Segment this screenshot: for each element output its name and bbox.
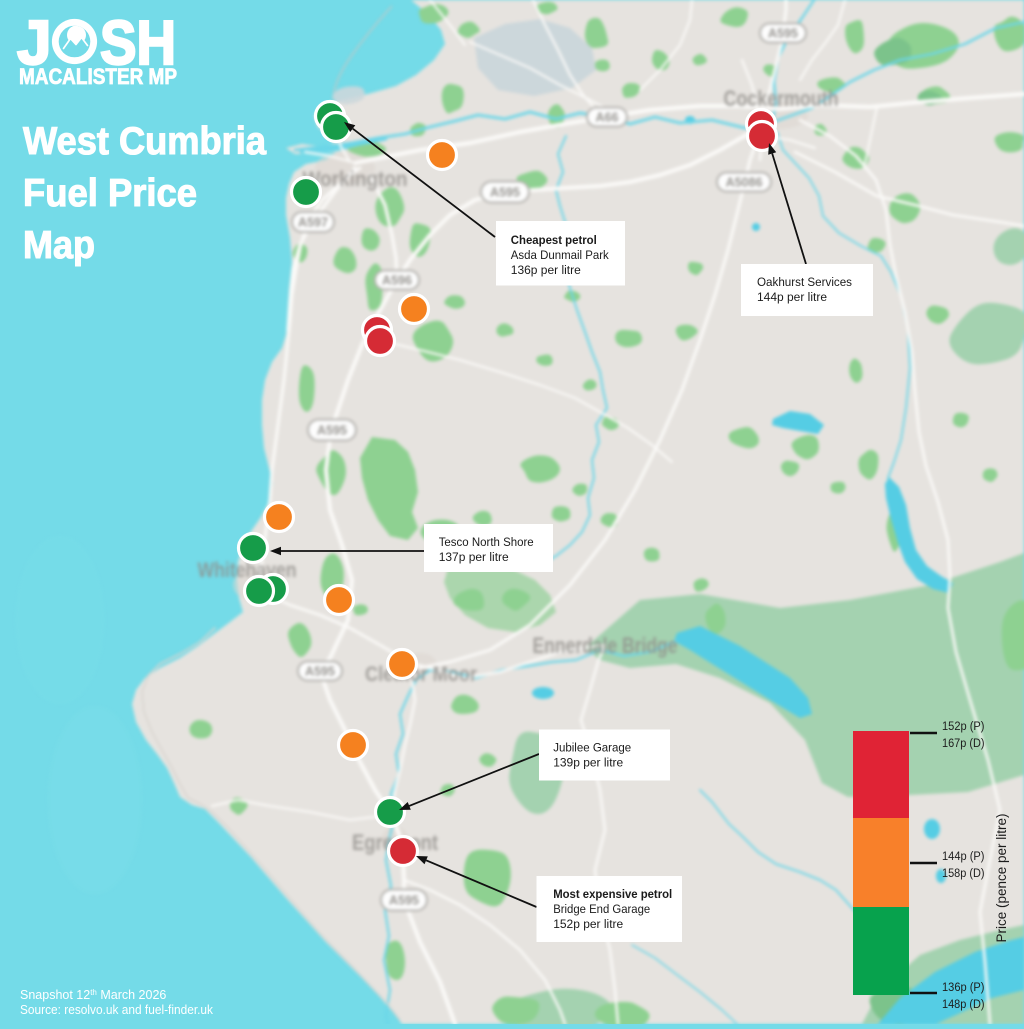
- svg-text:Most expensive petrol: Most expensive petrol: [553, 887, 672, 901]
- svg-text:158p (D): 158p (D): [942, 866, 985, 880]
- svg-text:Cockermouth: Cockermouth: [724, 86, 839, 111]
- svg-text:A595: A595: [389, 894, 419, 908]
- svg-text:152p (P): 152p (P): [942, 719, 985, 733]
- svg-text:Bridge End Garage: Bridge End Garage: [553, 902, 650, 916]
- svg-text:Price (pence per litre): Price (pence per litre): [994, 813, 1009, 942]
- svg-text:A597: A597: [298, 216, 328, 230]
- svg-text:136p per litre: 136p per litre: [511, 263, 581, 277]
- svg-text:SH: SH: [100, 9, 176, 78]
- svg-text:Cleator Moor: Cleator Moor: [365, 663, 477, 686]
- svg-text:Cheapest petrol: Cheapest petrol: [511, 233, 597, 247]
- svg-text:A5086: A5086: [726, 176, 763, 190]
- svg-text:A595: A595: [305, 665, 335, 679]
- svg-text:148p (D): 148p (D): [942, 997, 985, 1011]
- svg-text:144p (P): 144p (P): [942, 849, 985, 863]
- svg-text:136p (P): 136p (P): [942, 980, 985, 994]
- svg-text:A596: A596: [382, 274, 412, 288]
- svg-text:J: J: [17, 9, 51, 78]
- svg-text:167p (D): 167p (D): [942, 736, 985, 750]
- svg-text:Workington: Workington: [303, 168, 408, 191]
- svg-text:MACALISTER MP: MACALISTER MP: [19, 64, 177, 89]
- svg-text:A595: A595: [490, 186, 520, 200]
- svg-text:Snapshot 12th March 2026: Snapshot 12th March 2026: [20, 988, 166, 1002]
- svg-text:Source: resolvo.uk and fuel-fi: Source: resolvo.uk and fuel-finder.uk: [20, 1003, 214, 1017]
- svg-text:A595: A595: [768, 27, 798, 41]
- svg-text:A66: A66: [596, 111, 619, 125]
- svg-text:West Cumbria: West Cumbria: [23, 120, 267, 163]
- svg-text:Fuel Price: Fuel Price: [23, 172, 197, 215]
- svg-text:Oakhurst Services: Oakhurst Services: [757, 275, 852, 289]
- svg-text:137p per litre: 137p per litre: [439, 550, 509, 564]
- svg-text:Map: Map: [23, 224, 95, 267]
- svg-text:Jubilee Garage: Jubilee Garage: [553, 741, 631, 755]
- svg-text:Tesco North Shore: Tesco North Shore: [439, 535, 534, 549]
- svg-text:139p per litre: 139p per litre: [553, 755, 623, 769]
- svg-text:Ennerdale Bridge: Ennerdale Bridge: [533, 633, 678, 658]
- svg-text:A595: A595: [317, 424, 347, 438]
- svg-text:144p per litre: 144p per litre: [757, 290, 827, 304]
- svg-text:152p per litre: 152p per litre: [553, 917, 623, 931]
- svg-text:Asda Dunmail Park: Asda Dunmail Park: [511, 248, 610, 262]
